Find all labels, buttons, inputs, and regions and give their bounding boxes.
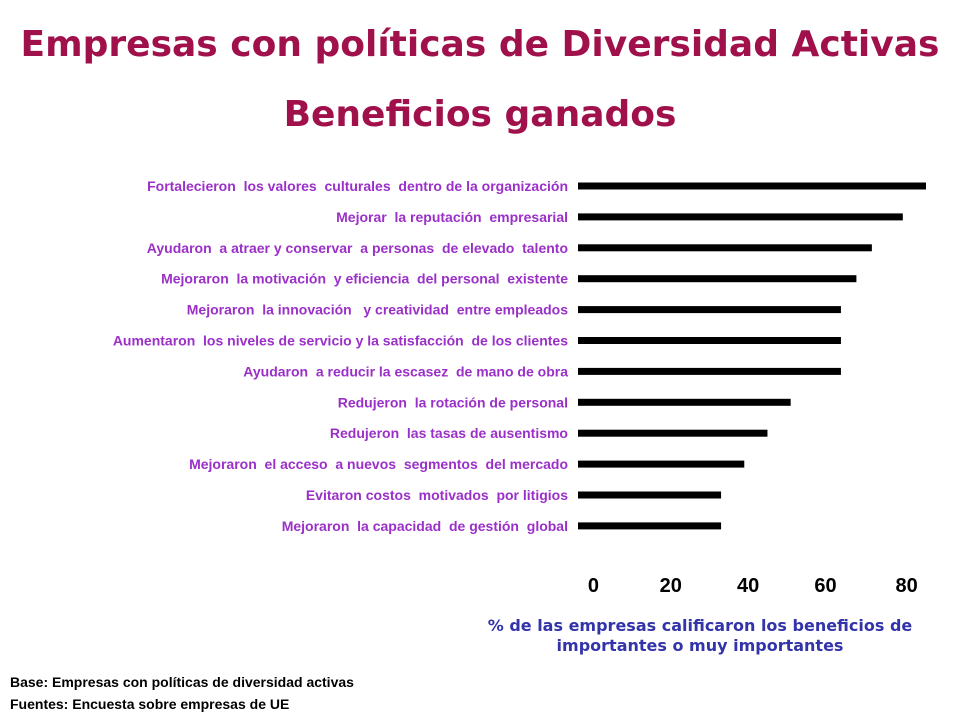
- bar: [578, 491, 722, 499]
- bar: [578, 244, 872, 252]
- category-label: Mejorar la reputación empresarial: [336, 209, 568, 225]
- bar: [578, 429, 768, 437]
- bar: [578, 522, 722, 530]
- bar: [578, 398, 791, 406]
- category-label: Redujeron las tasas de ausentismo: [330, 425, 568, 441]
- category-label: Aumentaron los niveles de servicio y la …: [113, 333, 568, 349]
- category-label: Ayudaron a reducir la escasez de mano de…: [243, 363, 568, 379]
- bar: [578, 460, 745, 468]
- category-label: Mejoraron la innovación y creatividad en…: [187, 302, 568, 318]
- category-label: Redujeron la rotación de personal: [338, 394, 568, 410]
- category-label: Ayudaron a atraer y conservar a personas…: [147, 240, 568, 256]
- bar: [578, 306, 841, 314]
- x-tick-label: 60: [814, 575, 836, 597]
- bar: [578, 213, 903, 221]
- x-tick-label: 80: [896, 575, 918, 597]
- category-label: Fortalecieron los valores culturales den…: [147, 178, 568, 194]
- source-footnote: Fuentes: Encuesta sobre empresas de UE: [10, 696, 290, 712]
- x-tick-label: 0: [588, 575, 599, 597]
- x-tick-label: 40: [737, 575, 759, 597]
- category-label: Mejoraron la motivación y eficiencia del…: [161, 271, 568, 287]
- chart-title: Empresas con políticas de Diversidad Act…: [20, 24, 940, 65]
- base-footnote: Base: Empresas con políticas de diversid…: [10, 674, 354, 690]
- x-axis-label: % de las empresas calificaron los benefi…: [487, 616, 913, 655]
- category-label: Mejoraron la capacidad de gestión global: [282, 518, 568, 534]
- category-label: Evitaron costos motivados por litigios: [306, 487, 568, 503]
- chart-subtitle: Beneficios ganados: [283, 94, 677, 135]
- bar: [578, 275, 857, 283]
- category-label: Mejoraron el acceso a nuevos segmentos d…: [189, 456, 568, 472]
- bar: [578, 337, 841, 344]
- x-tick-label: 20: [660, 575, 682, 597]
- bar: [578, 367, 841, 375]
- bar: [578, 182, 926, 190]
